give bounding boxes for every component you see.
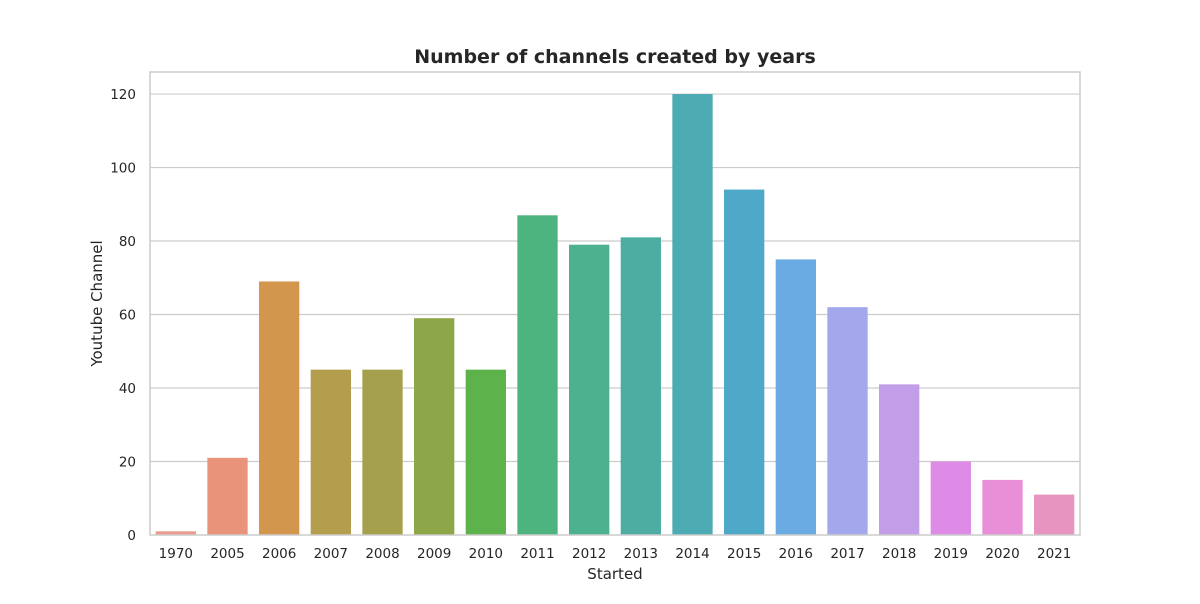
- bar-2005: [207, 457, 248, 535]
- x-tick-label: 2019: [934, 546, 968, 562]
- x-tick-labels: 1970 2005 2006 2007 2008 2009 2010 2011 2012 2013…: [159, 546, 1072, 562]
- x-tick-label: 2013: [624, 546, 658, 562]
- x-tick-label: 2016: [779, 546, 813, 562]
- bar-2016: [775, 259, 816, 535]
- y-tick-label: 20: [119, 455, 136, 471]
- plot-frame: [149, 71, 1081, 536]
- bar-2007: [310, 369, 351, 535]
- x-tick-label: 2012: [572, 546, 606, 562]
- bar-2020: [982, 479, 1023, 535]
- y-axis-label: Youtube Channel: [88, 240, 106, 367]
- x-tick-label: 2018: [882, 546, 916, 562]
- x-tick-label: 1970: [159, 546, 193, 562]
- bar-2009: [414, 318, 455, 535]
- x-tick-label: 2007: [314, 546, 348, 562]
- bar-2019: [930, 461, 971, 535]
- y-tick-label: 0: [127, 528, 136, 544]
- x-tick-label: 2006: [262, 546, 296, 562]
- y-tick-label: 100: [110, 161, 136, 177]
- x-tick-label: 2014: [675, 546, 709, 562]
- bar-2017: [827, 307, 868, 535]
- x-tick-label: 2021: [1037, 546, 1071, 562]
- bar-2006: [259, 281, 300, 535]
- x-tick-label: 2010: [469, 546, 503, 562]
- bar-2008: [362, 369, 403, 535]
- y-tick-label: 40: [119, 381, 136, 397]
- y-tick-label: 60: [119, 308, 136, 324]
- bar-2013: [620, 237, 661, 535]
- bar-2011: [517, 215, 558, 536]
- x-tick-label: 2017: [830, 546, 864, 562]
- bar-2015: [724, 189, 765, 536]
- y-tick-labels: 0 20 40 60 80 100 120: [110, 87, 136, 544]
- chart-title: Number of channels created by years: [414, 46, 816, 68]
- bars: [155, 94, 1075, 536]
- grid-lines: [150, 93, 1080, 463]
- x-tick-label: 2009: [417, 546, 451, 562]
- bar-2014: [672, 94, 713, 536]
- bar-2018: [879, 384, 920, 535]
- x-tick-label: 2008: [365, 546, 399, 562]
- bar-2010: [465, 369, 506, 535]
- y-tick-label: 120: [110, 87, 136, 103]
- x-tick-label: 2015: [727, 546, 761, 562]
- bar-1970: [155, 531, 196, 535]
- bar-2021: [1034, 494, 1075, 535]
- x-tick-label: 2020: [985, 546, 1019, 562]
- y-tick-label: 80: [119, 234, 136, 250]
- bar-2012: [569, 244, 610, 535]
- x-tick-label: 2011: [520, 546, 554, 562]
- x-tick-label: 2005: [210, 546, 244, 562]
- x-axis-label: Started: [587, 565, 642, 583]
